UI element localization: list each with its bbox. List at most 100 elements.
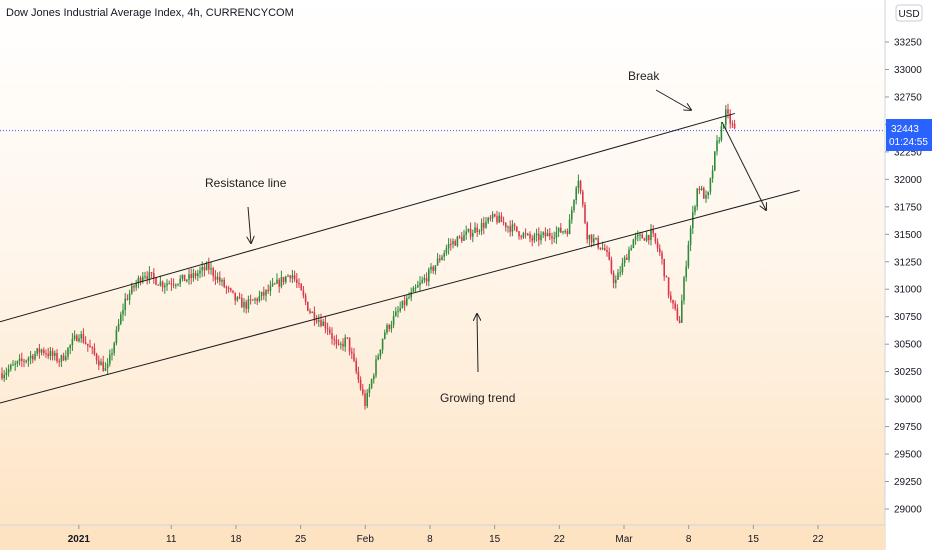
candle-body <box>483 222 485 228</box>
candle-body <box>674 303 676 309</box>
candle-body <box>590 234 593 243</box>
candle-body <box>665 276 668 278</box>
currency-button[interactable]: USD <box>895 4 923 22</box>
candle-body <box>414 287 417 289</box>
candle-body <box>302 290 305 296</box>
candle-body <box>326 328 329 330</box>
candle-body <box>634 236 637 240</box>
candle-body <box>709 178 712 192</box>
candle-body <box>555 231 558 238</box>
break-label: Break <box>628 69 660 83</box>
candle-body <box>260 291 263 296</box>
candle-body <box>425 278 428 282</box>
candle-body <box>428 269 430 282</box>
candle-body <box>148 272 151 280</box>
candle-body <box>27 358 30 361</box>
candle-body <box>731 123 734 125</box>
time-tick-label: Feb <box>357 534 375 545</box>
candle-body <box>694 206 696 213</box>
candle-body <box>579 180 582 192</box>
candle-body <box>612 272 615 284</box>
currency-button-box[interactable] <box>895 4 923 22</box>
candle-body <box>652 229 654 234</box>
price-axis-bg[interactable] <box>885 0 932 550</box>
candle-body <box>335 339 338 344</box>
candle-body <box>654 233 657 242</box>
candle-body <box>562 231 564 233</box>
candle-body <box>696 188 698 207</box>
last-price-badge <box>886 119 932 151</box>
candle-body <box>689 228 692 245</box>
candle-body <box>656 241 659 249</box>
candle-body <box>205 263 208 271</box>
candle-body <box>439 258 441 261</box>
candle-body <box>434 265 437 271</box>
currency-label[interactable]: USD <box>898 9 919 20</box>
candle-body <box>568 219 571 234</box>
candle-body <box>392 316 395 325</box>
candle-body <box>489 217 492 219</box>
candle-body <box>628 249 630 260</box>
candle-body <box>194 273 197 277</box>
candle-body <box>639 234 641 236</box>
candle-body <box>403 300 406 305</box>
candle-body <box>190 274 192 278</box>
candle-body <box>109 354 111 364</box>
candle-body <box>175 284 177 286</box>
candle-body <box>82 334 85 343</box>
candle-body <box>23 360 25 362</box>
candle-body <box>364 393 366 407</box>
candle-body <box>159 281 162 286</box>
candles <box>1 103 736 410</box>
price-axis: 29000 29250 29500 29750 30000 30250 30500 30750… <box>884 0 932 550</box>
candle-body <box>566 231 569 234</box>
candle-body <box>518 231 520 237</box>
candle-body <box>637 234 639 237</box>
candle-body <box>368 387 371 393</box>
time-axis-bg[interactable] <box>0 525 885 550</box>
price-tick-label: 30500 <box>894 340 922 351</box>
candle-body <box>487 217 489 222</box>
candle-body <box>386 325 388 333</box>
price-tick-label: 29750 <box>894 422 922 433</box>
candle-body <box>678 320 681 323</box>
candle-body <box>166 283 168 286</box>
price-tick-label: 33250 <box>894 38 922 49</box>
candle-body <box>698 188 701 191</box>
resistance-trendline[interactable] <box>0 112 736 338</box>
candle-body <box>478 230 481 232</box>
candle-body <box>214 276 217 280</box>
candle-body <box>661 252 663 259</box>
candle-body <box>353 353 355 361</box>
candle-body <box>452 241 454 245</box>
candle-body <box>527 233 529 235</box>
candle-body <box>256 298 258 302</box>
candle-body <box>463 234 465 241</box>
candle-body <box>12 364 14 366</box>
candle-body <box>469 228 472 237</box>
candle-body <box>117 323 120 330</box>
growing-trend-label: Growing trend <box>440 391 515 405</box>
candle-body <box>232 290 234 293</box>
candle-body <box>670 295 672 300</box>
candle-body <box>626 257 628 260</box>
candle-body <box>714 151 716 171</box>
candle-body <box>150 272 153 274</box>
support-trendline[interactable] <box>0 189 800 419</box>
candle-body <box>461 237 463 241</box>
candle-body <box>474 227 476 234</box>
candle-body <box>617 272 619 280</box>
candle-body <box>115 329 118 344</box>
price-tick-label: 32000 <box>894 175 922 186</box>
candle-body <box>346 337 349 339</box>
candle-body <box>359 379 362 390</box>
candle-body <box>575 187 577 201</box>
candle-body <box>254 298 256 301</box>
candle-body <box>650 229 652 241</box>
candle-body <box>540 234 542 241</box>
candle-body <box>263 291 265 296</box>
candle-body <box>406 298 408 305</box>
candle-body <box>21 358 23 361</box>
